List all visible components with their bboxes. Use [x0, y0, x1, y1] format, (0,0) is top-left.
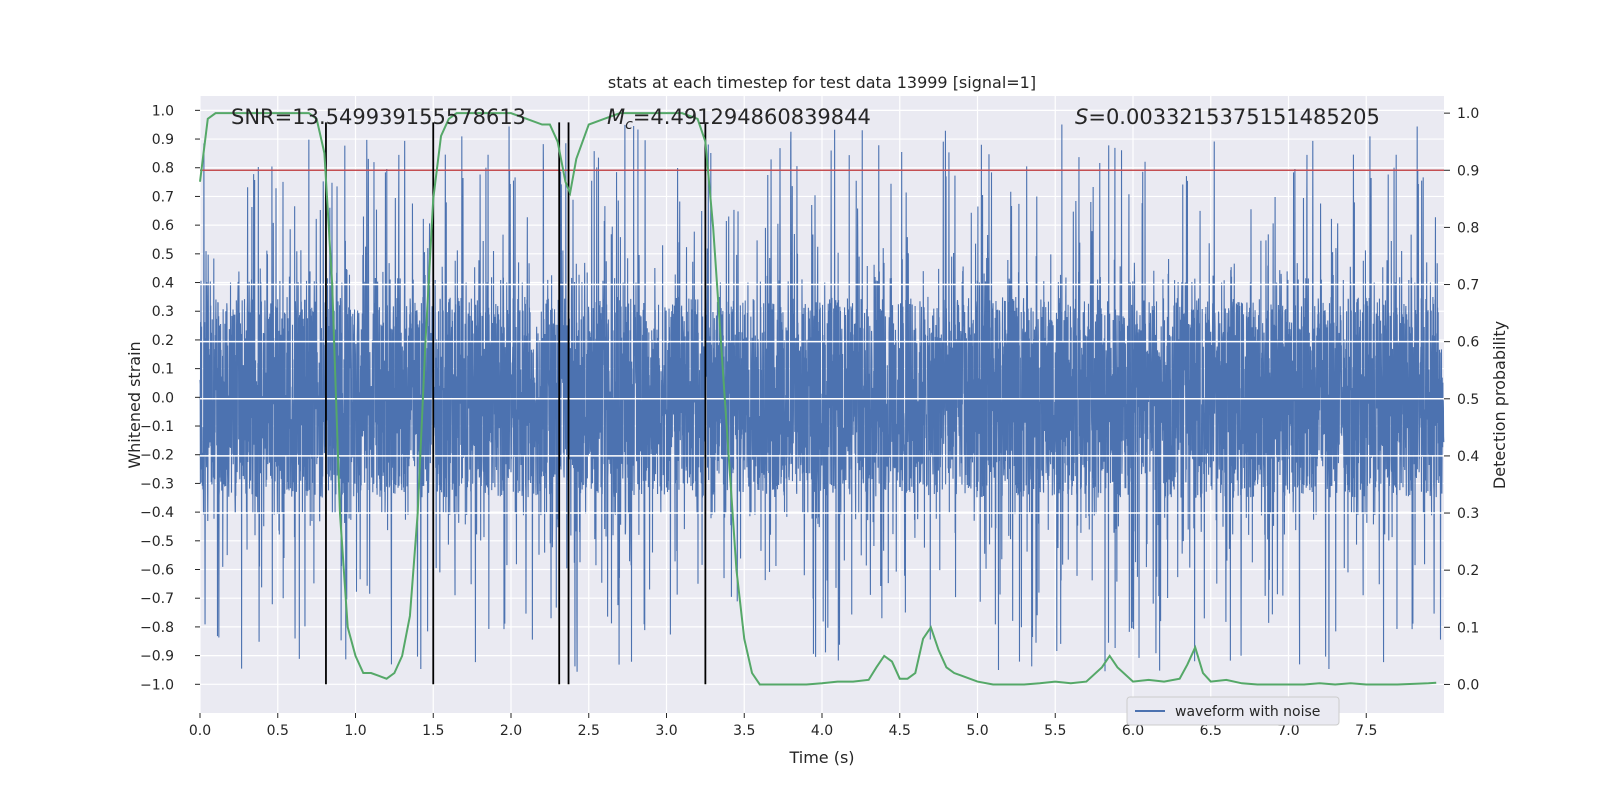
y-right-ticks: 0.0 0.1 0.2 0.3 0.4 0.5 0.6 0.7 0.8 0.9 1.0 — [1444, 106, 1479, 693]
waveform-series — [199, 124, 1445, 672]
x-tick-label: 0.5 — [267, 723, 289, 739]
y-right-tick-label: 0.9 — [1457, 163, 1479, 179]
x-tick-label: 5.5 — [1044, 723, 1066, 739]
y-right-tick-label: 0.5 — [1457, 392, 1479, 408]
x-tick-label: 3.5 — [733, 723, 755, 739]
right-axis-grid — [200, 283, 1444, 514]
y-left-tick-label: −0.4 — [140, 505, 174, 521]
x-tick-label: 1.5 — [422, 723, 444, 739]
waveform-trace — [199, 124, 1445, 672]
legend-label: waveform with noise — [1175, 704, 1320, 720]
snr-annotation: SNR=13.549939155578613 — [231, 105, 526, 129]
y-left-tick-label: −0.8 — [140, 620, 174, 636]
chirp-mass-annotation: Mc=4.491294860839844 — [607, 105, 871, 133]
y-left-tick-label: −0.9 — [140, 649, 174, 665]
y-left-tick-label: −0.2 — [140, 448, 174, 464]
x-tick-label: 3.0 — [655, 723, 677, 739]
y-left-tick-label: 0.6 — [152, 218, 174, 234]
x-tick-label: 4.5 — [889, 723, 911, 739]
y-right-tick-label: 0.1 — [1457, 620, 1479, 636]
y-left-ticks: 1.0 0.9 0.8 0.7 0.6 0.5 0.4 0.3 0.2 0.1 0.0 −0.1 −0.… — [140, 103, 200, 693]
y-left-tick-label: 0.5 — [152, 247, 174, 263]
y-left-tick-label: 0.8 — [152, 161, 174, 177]
y-left-tick-label: −0.6 — [140, 563, 174, 579]
y-left-tick-label: 0.7 — [152, 189, 174, 205]
y-right-tick-label: 0.0 — [1457, 677, 1479, 693]
x-tick-label: 2.5 — [578, 723, 600, 739]
x-tick-label: 1.0 — [344, 723, 366, 739]
y-right-tick-label: 0.2 — [1457, 563, 1479, 579]
chirp-mass-value: =4.491294860839844 — [633, 105, 871, 129]
x-axis-label: Time (s) — [788, 748, 854, 767]
chirp-mass-symbol: M — [607, 105, 625, 129]
s-annotation: S=0.003321537515148520​5 — [1075, 105, 1380, 129]
y-right-axis-label: Detection probability — [1490, 321, 1509, 489]
y-left-tick-label: 0.3 — [152, 304, 174, 320]
legend-box — [1126, 696, 1340, 726]
x-tick-label: 4.0 — [811, 723, 833, 739]
chart-title: stats at each timestep for test data 139… — [608, 73, 1036, 92]
x-tick-label: 7.5 — [1355, 723, 1377, 739]
y-right-tick-label: 0.8 — [1457, 220, 1479, 236]
y-right-tick-label: 1.0 — [1457, 106, 1479, 122]
y-right-tick-label: 0.6 — [1457, 335, 1479, 351]
s-value: =0.003321537515148520​5 — [1088, 105, 1380, 129]
x-tick-label: 0.0 — [189, 723, 211, 739]
x-tick-label: 6.0 — [1122, 723, 1144, 739]
y-left-tick-label: −0.3 — [140, 476, 174, 492]
y-right-tick-label: 0.4 — [1457, 449, 1479, 465]
x-tick-label: 7.0 — [1277, 723, 1299, 739]
s-symbol: S — [1075, 105, 1088, 129]
y-left-tick-label: −0.7 — [140, 591, 174, 607]
x-ticks: 0.0 0.5 1.0 1.5 2.0 2.5 3.0 3.5 4.0 4.5 5.0 5.5 6.0 6… — [189, 713, 1377, 739]
legend: waveform with noise — [1126, 696, 1340, 726]
y-left-tick-label: 1.0 — [152, 103, 174, 119]
y-left-tick-label: 0.0 — [152, 390, 174, 406]
y-left-tick-label: −0.1 — [140, 419, 174, 435]
x-tick-label: 6.5 — [1200, 723, 1222, 739]
y-left-axis-label: Whitened strain — [125, 341, 144, 468]
y-left-tick-label: 0.9 — [152, 132, 174, 148]
x-tick-label: 5.0 — [966, 723, 988, 739]
chirp-mass-subscript: c — [625, 117, 633, 133]
y-left-tick-label: −1.0 — [140, 677, 174, 693]
x-tick-label: 2.0 — [500, 723, 522, 739]
y-left-tick-label: 0.4 — [152, 276, 174, 292]
y-left-tick-label: −0.5 — [140, 534, 174, 550]
y-left-tick-label: 0.2 — [152, 333, 174, 349]
probability-line — [199, 112, 1437, 686]
y-right-tick-label: 0.7 — [1457, 278, 1479, 294]
y-left-tick-label: 0.1 — [152, 362, 174, 378]
y-right-tick-label: 0.3 — [1457, 506, 1479, 522]
